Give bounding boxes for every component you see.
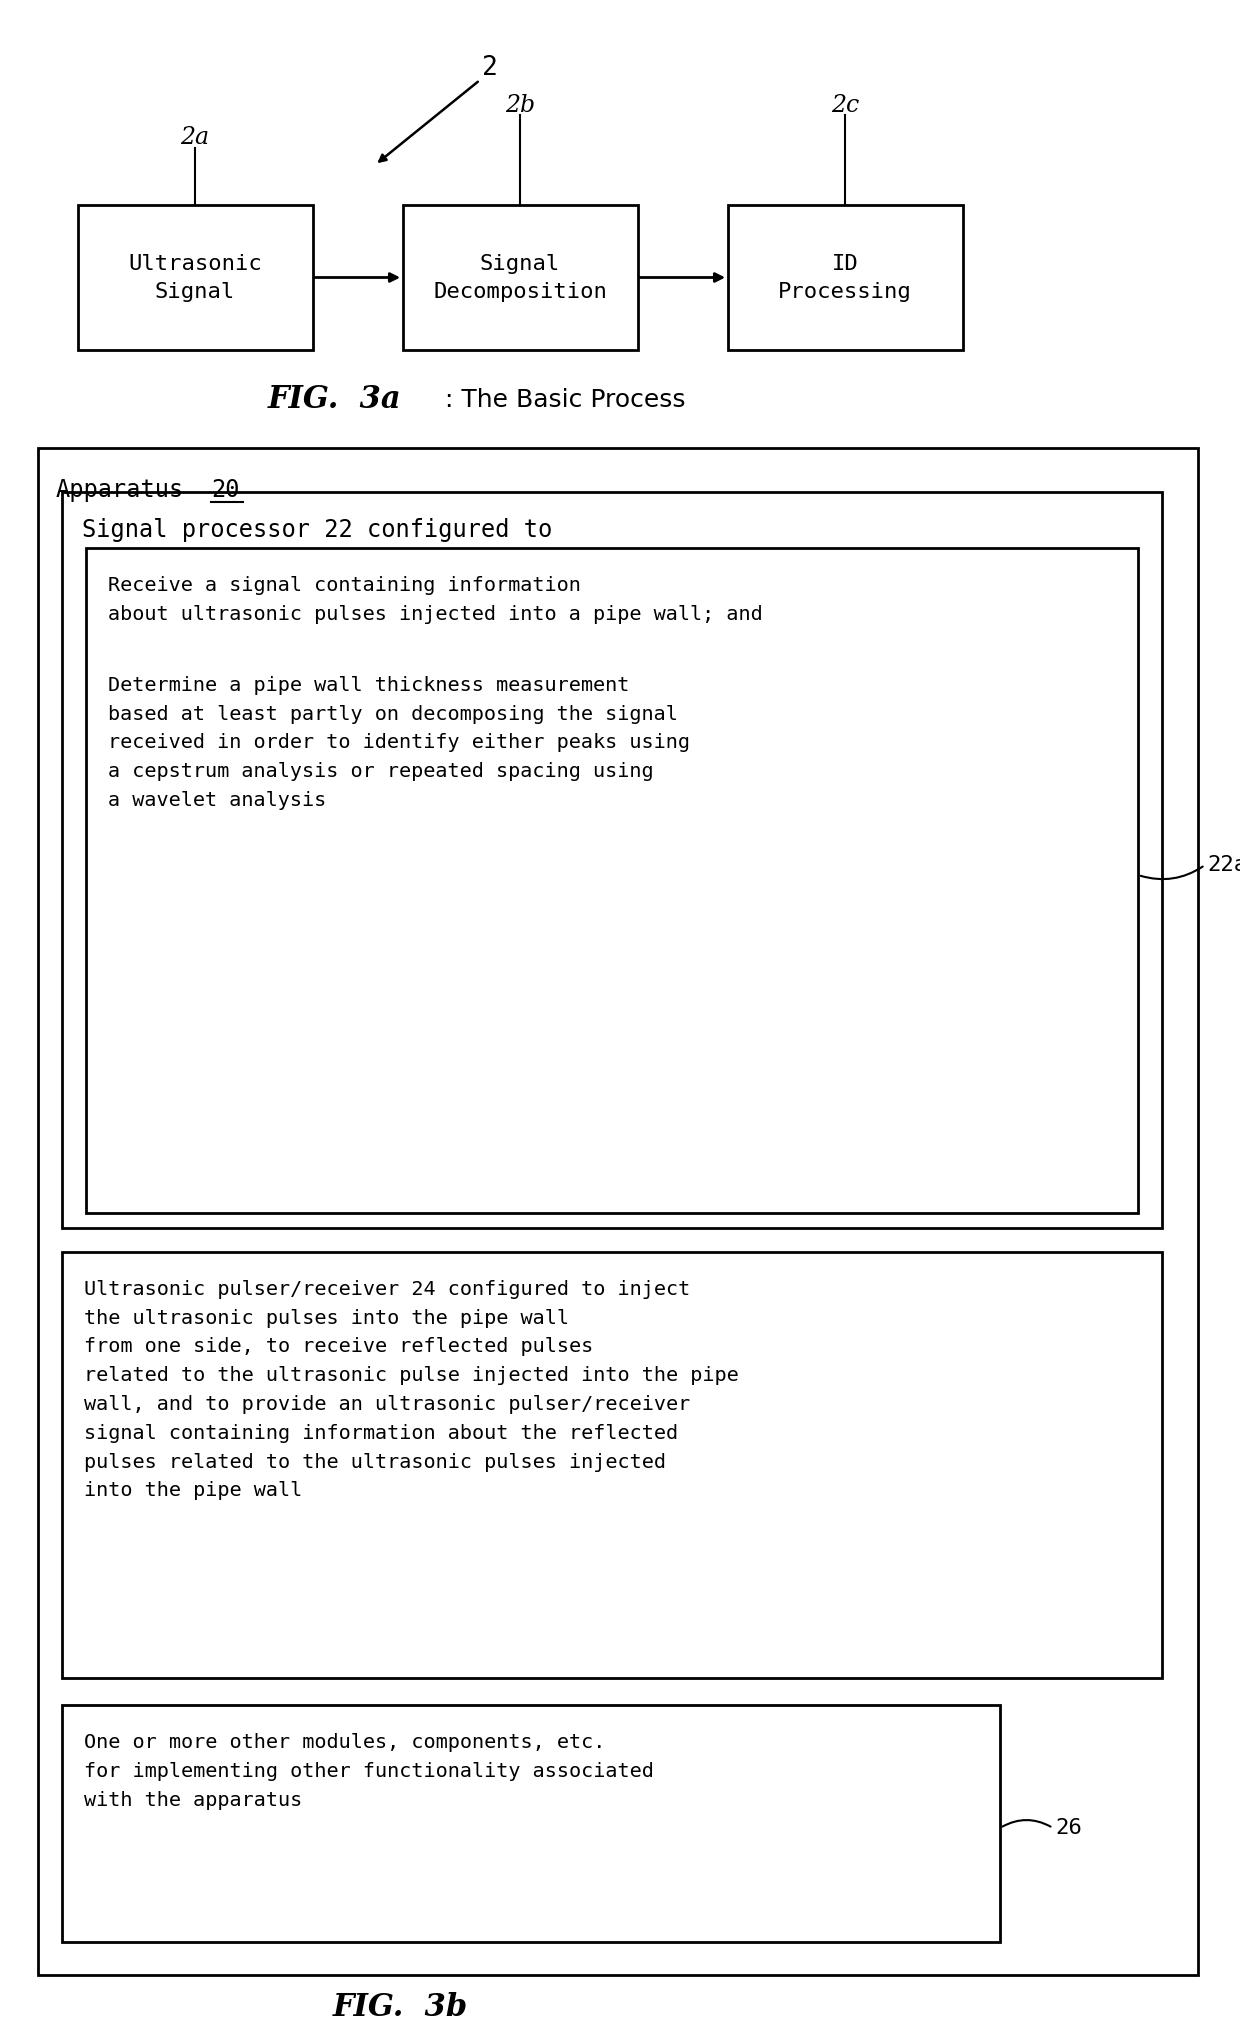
Text: FIG.  3b: FIG. 3b [332,1992,467,2023]
Text: 2c: 2c [831,94,859,116]
Text: 20: 20 [211,478,239,502]
Text: FIG.  3a: FIG. 3a [268,384,402,416]
Text: 22a: 22a [1207,855,1240,876]
Bar [62,492,1162,1229]
Text: One or more other modules, components, etc.
for implementing other functionality: One or more other modules, components, e… [84,1733,653,1810]
Bar [403,204,639,349]
Text: Ultrasonic pulser/receiver 24 configured to inject
the ultrasonic pulses into th: Ultrasonic pulser/receiver 24 configured… [84,1280,739,1500]
Text: Ultrasonic
Signal: Ultrasonic Signal [128,253,262,302]
Text: Signal processor 22 configured to: Signal processor 22 configured to [82,518,552,543]
Text: 26: 26 [1055,1819,1081,1839]
Bar [86,547,1138,1212]
Bar [728,204,963,349]
Text: Receive a signal containing information
about ultrasonic pulses injected into a : Receive a signal containing information … [108,576,763,625]
Text: 2a: 2a [181,127,210,149]
Bar [62,1251,1162,1678]
Text: 2b: 2b [505,94,536,116]
Text: 2: 2 [482,55,498,82]
Text: Signal
Decomposition: Signal Decomposition [433,253,606,302]
Text: Apparatus: Apparatus [56,478,185,502]
Text: : The Basic Process: : The Basic Process [445,388,686,412]
Text: ID
Processing: ID Processing [779,253,911,302]
Text: Determine a pipe wall thickness measurement
based at least partly on decomposing: Determine a pipe wall thickness measurem… [108,676,689,810]
Bar [38,449,1198,1976]
Bar [78,204,312,349]
Bar [62,1704,999,1941]
